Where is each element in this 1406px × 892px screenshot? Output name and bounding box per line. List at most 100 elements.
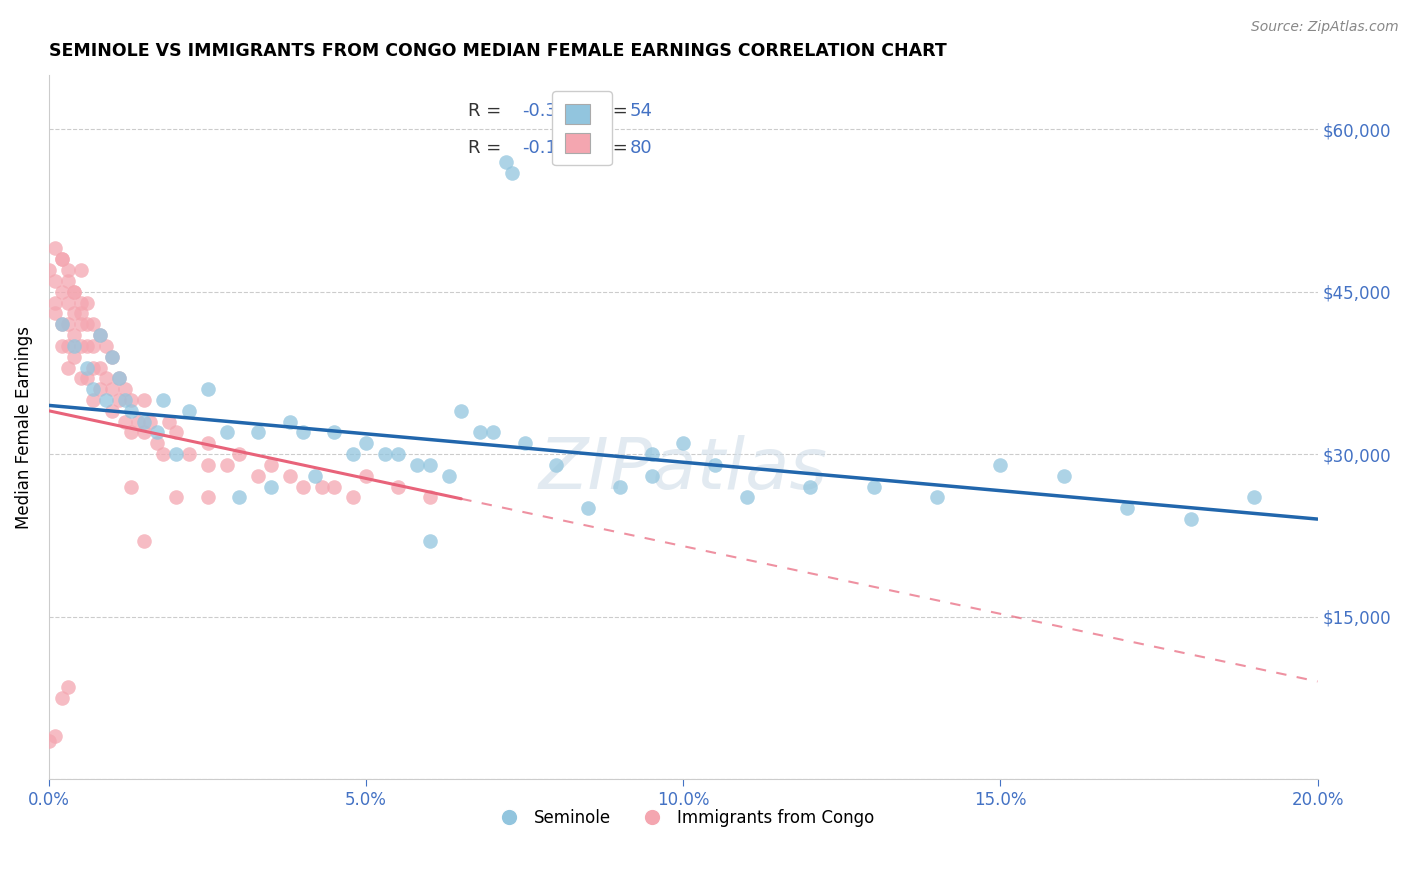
Point [114, 392, 136, 407]
Point [120, 392, 142, 407]
Point [165, 447, 187, 461]
Point [197, 458, 219, 472]
Text: N =: N = [582, 102, 633, 120]
Point [82, 317, 104, 331]
Point [374, 447, 396, 461]
Point [1180, 512, 1202, 526]
Point [76, 295, 98, 310]
Point [69, 306, 91, 320]
Point [278, 468, 301, 483]
Point [94, 371, 117, 385]
Point [862, 480, 884, 494]
Point [228, 447, 250, 461]
Text: ZIPatlas: ZIPatlas [538, 434, 828, 504]
Point [63, 328, 86, 343]
Text: R =: R = [468, 138, 506, 156]
Point [735, 491, 758, 505]
Point [215, 425, 238, 440]
Point [704, 458, 727, 472]
Point [82, 392, 104, 407]
Text: -0.137: -0.137 [522, 138, 581, 156]
Point [114, 415, 136, 429]
Point [513, 436, 536, 450]
Point [51, 317, 73, 331]
Point [990, 458, 1012, 472]
Point [56, 263, 79, 277]
Point [63, 285, 86, 299]
Point [56, 680, 79, 694]
Point [94, 339, 117, 353]
Point [405, 458, 427, 472]
Text: SEMINOLE VS IMMIGRANTS FROM CONGO MEDIAN FEMALE EARNINGS CORRELATION CHART: SEMINOLE VS IMMIGRANTS FROM CONGO MEDIAN… [49, 42, 946, 60]
Point [120, 480, 142, 494]
Point [38, 734, 60, 748]
Point [63, 285, 86, 299]
Point [56, 295, 79, 310]
Point [51, 317, 73, 331]
Point [56, 274, 79, 288]
Point [89, 360, 111, 375]
Point [132, 392, 155, 407]
Point [495, 154, 517, 169]
Point [323, 480, 346, 494]
Point [1053, 468, 1076, 483]
Point [640, 468, 662, 483]
Point [82, 360, 104, 375]
Point [132, 425, 155, 440]
Point [56, 317, 79, 331]
Point [51, 252, 73, 267]
Point [44, 295, 66, 310]
Point [63, 306, 86, 320]
Point [101, 350, 124, 364]
Point [120, 425, 142, 440]
Point [132, 415, 155, 429]
Point [323, 425, 346, 440]
Point [291, 425, 314, 440]
Point [387, 480, 409, 494]
Point [51, 252, 73, 267]
Point [247, 468, 270, 483]
Text: N =: N = [582, 138, 633, 156]
Point [501, 166, 523, 180]
Point [69, 371, 91, 385]
Point [576, 501, 599, 516]
Point [82, 382, 104, 396]
Point [165, 425, 187, 440]
Point [215, 458, 238, 472]
Point [177, 404, 200, 418]
Point [101, 350, 124, 364]
Point [197, 382, 219, 396]
Point [44, 306, 66, 320]
Point [44, 274, 66, 288]
Text: -0.345: -0.345 [522, 102, 581, 120]
Point [419, 533, 441, 548]
Point [177, 447, 200, 461]
Point [69, 317, 91, 331]
Point [260, 458, 283, 472]
Text: Source: ZipAtlas.com: Source: ZipAtlas.com [1251, 20, 1399, 34]
Point [799, 480, 821, 494]
Point [89, 328, 111, 343]
Point [114, 382, 136, 396]
Point [63, 339, 86, 353]
Legend: Seminole, Immigrants from Congo: Seminole, Immigrants from Congo [485, 803, 882, 834]
Point [228, 491, 250, 505]
Point [291, 480, 314, 494]
Point [56, 339, 79, 353]
Point [165, 491, 187, 505]
Point [609, 480, 631, 494]
Point [76, 339, 98, 353]
Point [419, 491, 441, 505]
Point [139, 415, 162, 429]
Point [51, 285, 73, 299]
Point [450, 404, 472, 418]
Point [278, 415, 301, 429]
Point [304, 468, 326, 483]
Point [76, 317, 98, 331]
Point [101, 382, 124, 396]
Point [146, 436, 169, 450]
Point [38, 263, 60, 277]
Point [342, 491, 364, 505]
Point [925, 491, 948, 505]
Point [94, 392, 117, 407]
